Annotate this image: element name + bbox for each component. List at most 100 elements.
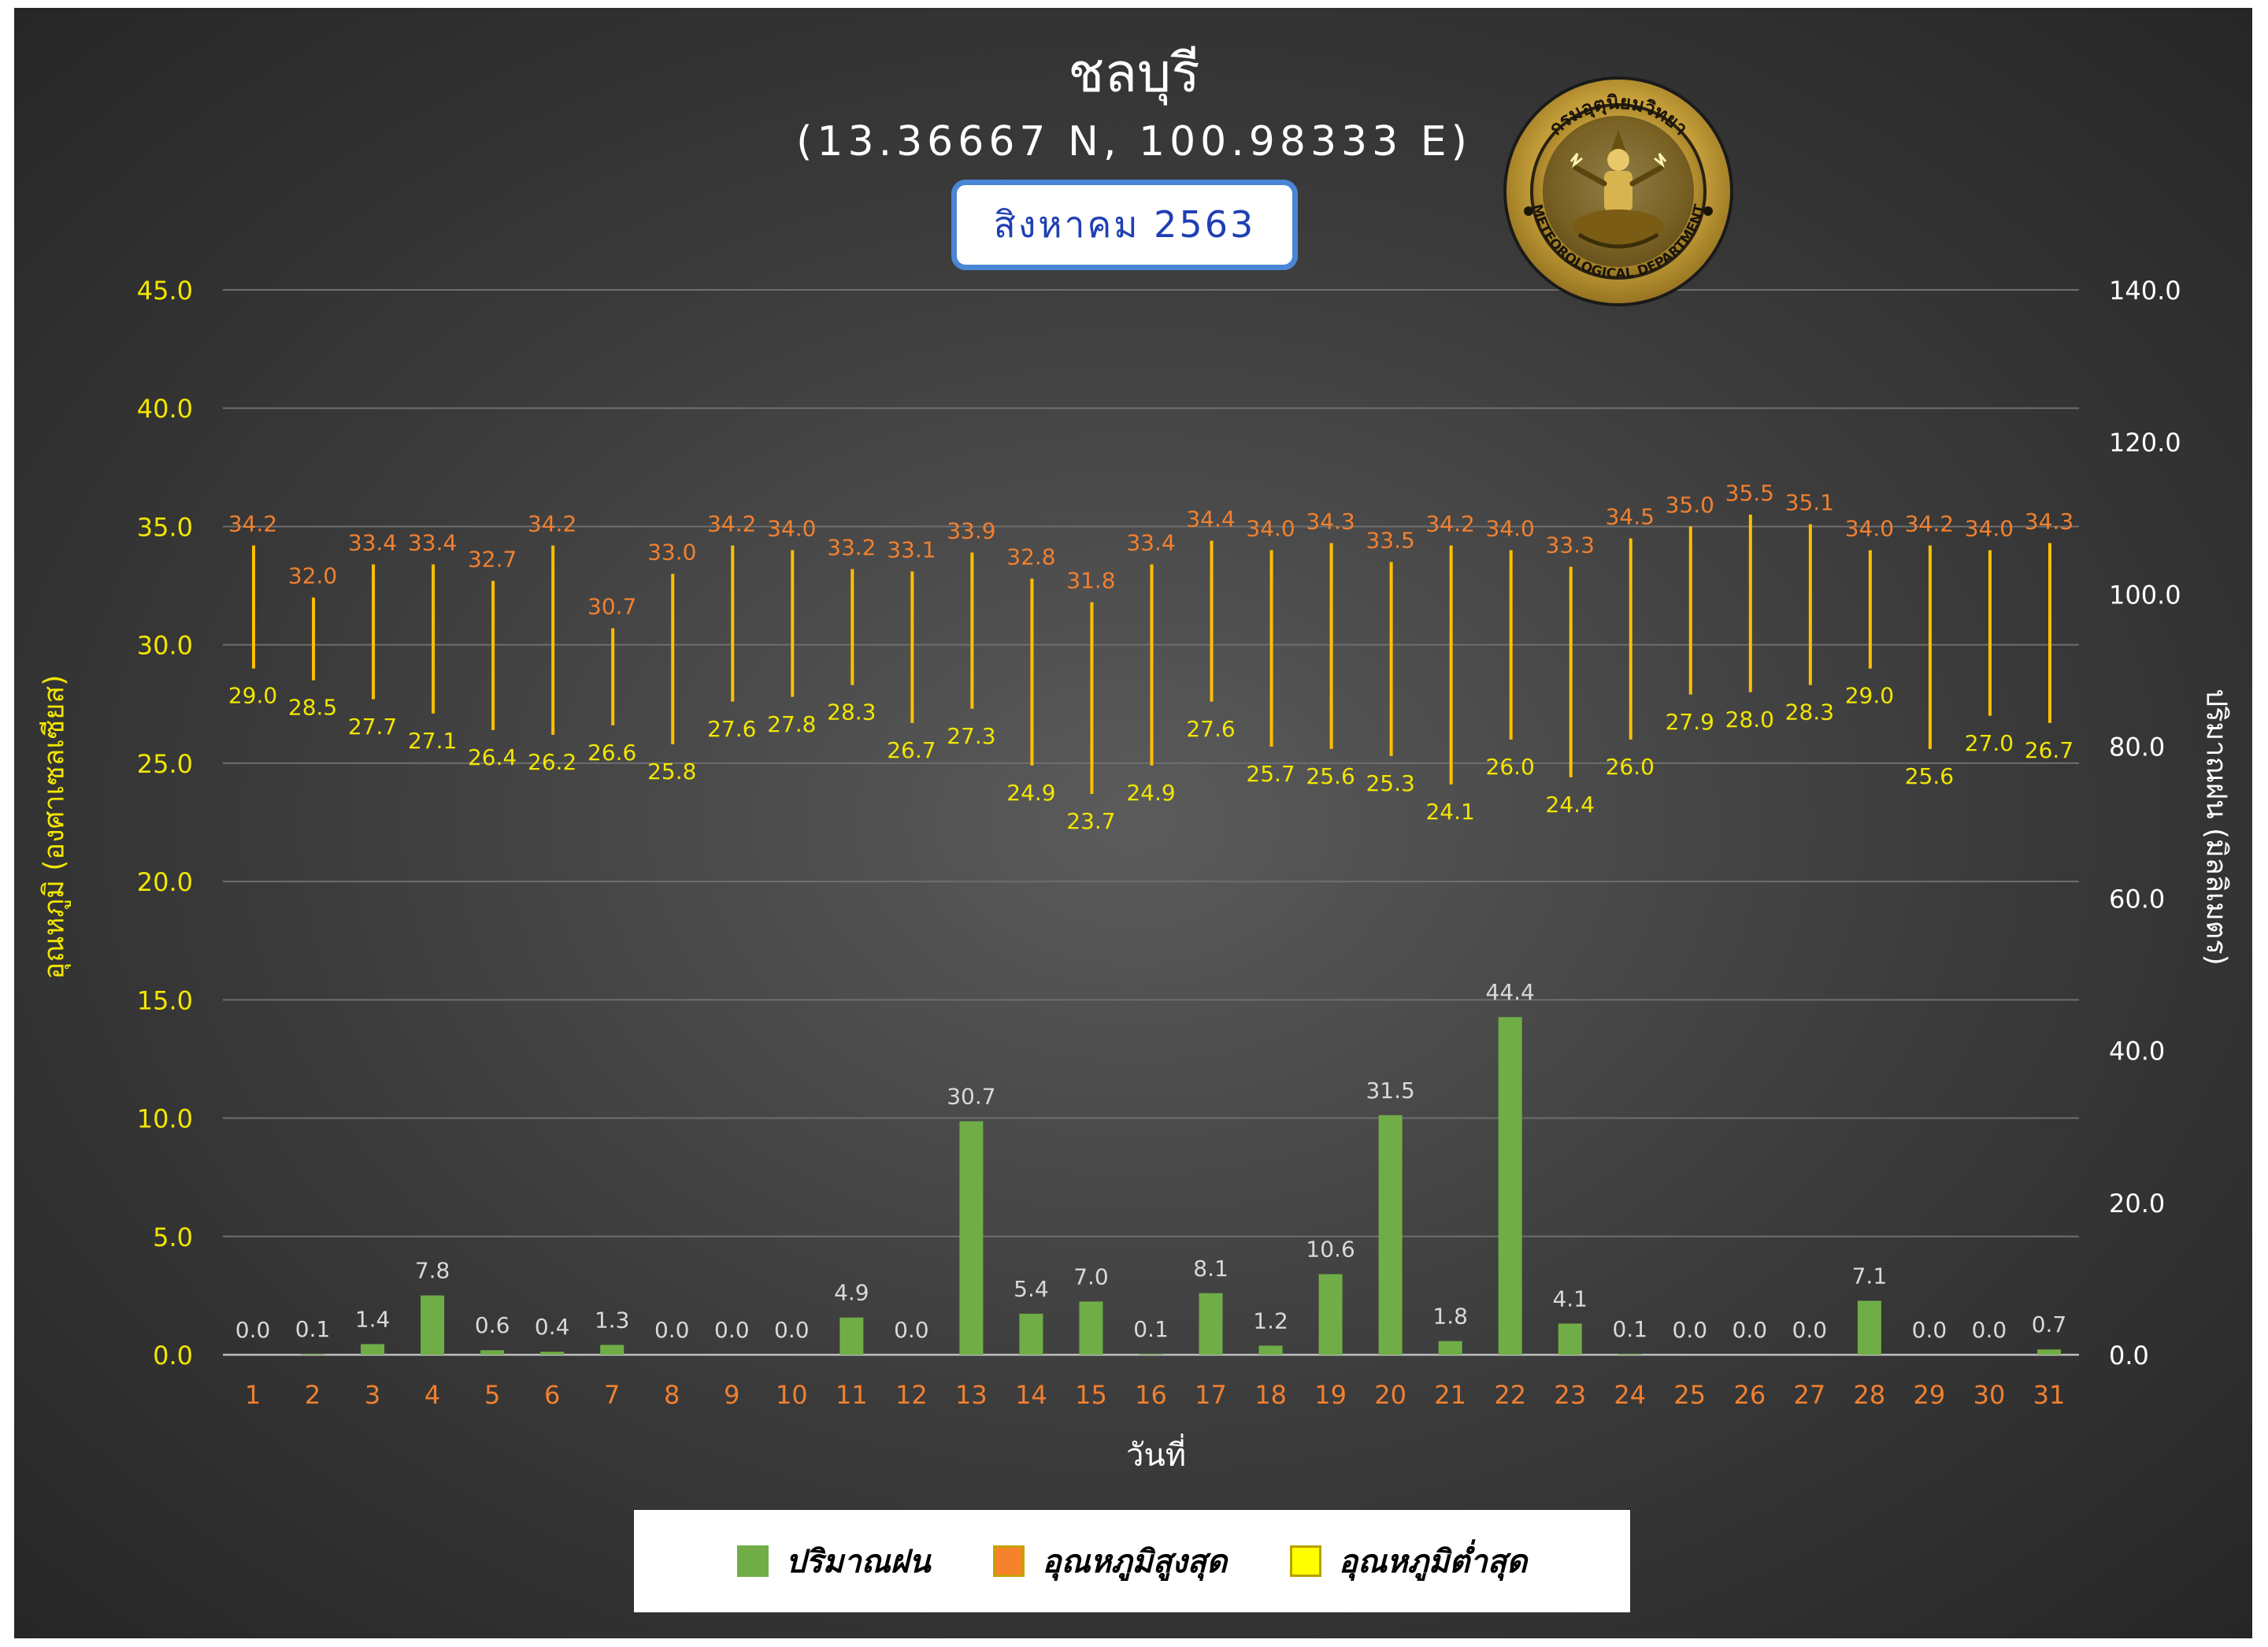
rain-value-label: 0.7: [2032, 1311, 2067, 1337]
y-left-tick-label: 45.0: [137, 276, 193, 306]
x-tick-label: 16: [1135, 1380, 1167, 1410]
rain-value-label: 0.0: [1792, 1317, 1828, 1343]
rain-bar: [540, 1352, 565, 1355]
legend-swatch-rain: [736, 1545, 769, 1577]
rain-value-label: 0.6: [475, 1312, 510, 1338]
tmin-value-label: 24.1: [1425, 799, 1474, 825]
x-tick-label: 27: [1793, 1380, 1825, 1410]
y-left-tick-label: 25.0: [137, 749, 193, 779]
rain-value-label: 0.0: [1673, 1317, 1708, 1343]
tmin-value-label: 26.4: [468, 744, 517, 770]
tmax-value-label: 33.4: [1126, 530, 1175, 556]
rain-value-label: 7.8: [415, 1258, 450, 1284]
tmin-value-label: 27.1: [408, 728, 457, 754]
tmax-value-label: 33.9: [947, 517, 995, 543]
tmin-value-label: 25.6: [1905, 763, 1954, 789]
rain-value-label: 4.1: [1552, 1285, 1588, 1311]
x-tick-label: 31: [2033, 1380, 2066, 1410]
x-tick-label: 21: [1434, 1380, 1466, 1410]
month-badge: สิงหาคม 2563: [951, 180, 1298, 270]
y-left-tick-label: 5.0: [153, 1222, 193, 1252]
x-tick-label: 29: [1914, 1380, 1946, 1410]
legend-item-rain: ปริมาณฝน: [736, 1536, 931, 1586]
x-tick-label: 15: [1075, 1380, 1107, 1410]
rain-value-label: 7.1: [1852, 1263, 1888, 1289]
tmax-value-label: 34.0: [1845, 515, 1894, 541]
rain-bar: [600, 1345, 624, 1355]
y-left-tick-label: 20.0: [137, 867, 193, 897]
x-tick-label: 11: [836, 1380, 868, 1410]
tmin-value-label: 26.0: [1486, 754, 1535, 780]
rain-bar: [1618, 1354, 1642, 1355]
rain-bar: [361, 1344, 385, 1355]
tmin-value-label: 29.0: [1845, 683, 1894, 709]
tmax-value-label: 34.2: [1905, 510, 1954, 536]
y-axis-right-title: ปริมาณฝน (มิลลิเมตร): [2199, 688, 2233, 966]
x-tick-label: 24: [1614, 1380, 1646, 1410]
rain-value-label: 0.4: [535, 1314, 570, 1340]
rain-bar: [1438, 1341, 1462, 1355]
tmin-value-label: 25.3: [1366, 770, 1414, 796]
rain-bar: [480, 1350, 505, 1355]
tmin-value-label: 27.7: [348, 714, 397, 740]
y-right-tick-label: 100.0: [2109, 580, 2181, 610]
x-tick-label: 30: [1973, 1380, 2006, 1410]
tmin-value-label: 28.3: [827, 699, 876, 725]
tmin-value-label: 26.7: [2025, 737, 2073, 763]
x-tick-label: 25: [1673, 1380, 1706, 1410]
rain-value-label: 1.8: [1432, 1304, 1468, 1330]
legend-label-tmin: อุณหภูมิต่ำสุด: [1339, 1543, 1528, 1580]
x-tick-label: 23: [1554, 1380, 1586, 1410]
rain-value-label: 30.7: [947, 1084, 995, 1110]
rain-value-label: 0.0: [1972, 1317, 2007, 1343]
tmin-value-label: 25.8: [647, 759, 696, 785]
tmax-value-label: 34.0: [767, 515, 816, 541]
x-tick-label: 28: [1854, 1380, 1886, 1410]
tmin-value-label: 27.6: [707, 716, 756, 742]
legend-label-rain: ปริมาณฝน: [785, 1543, 931, 1580]
axis-ticks: 0.05.010.015.020.025.030.035.040.045.00.…: [137, 276, 2181, 1410]
y-left-tick-label: 30.0: [137, 631, 193, 661]
rain-bar: [421, 1295, 445, 1355]
rain-value-label: 10.6: [1306, 1237, 1354, 1263]
rain-bar: [1139, 1354, 1163, 1355]
tmax-value-label: 34.0: [1486, 515, 1535, 541]
rain-value-label: 0.0: [1732, 1317, 1768, 1343]
rain-value-label: 0.1: [1133, 1316, 1169, 1342]
rain-value-label: 8.1: [1193, 1256, 1228, 1282]
rain-bar: [959, 1121, 984, 1355]
tmax-value-label: 33.0: [647, 540, 696, 566]
tmax-value-label: 33.4: [408, 530, 457, 556]
x-tick-label: 4: [424, 1380, 440, 1410]
y-right-tick-label: 60.0: [2109, 885, 2165, 914]
chart-legend: ปริมาณฝน อุณหภูมิสูงสุด อุณหภูมิต่ำสุด: [634, 1510, 1630, 1612]
tmax-value-label: 34.2: [528, 510, 576, 536]
data-labels: 0.0 0.1 1.4 7.8 0.6 0.4 1.3 0.0 0.0 0.0 4.9 0.0 30.7…: [228, 480, 2073, 1343]
chart-background: [14, 8, 2252, 1638]
tmin-value-label: 24.9: [1006, 780, 1055, 806]
rain-bar: [839, 1317, 864, 1355]
tmax-value-label: 30.7: [587, 594, 636, 620]
tmin-value-label: 27.3: [947, 723, 995, 749]
tmin-value-label: 26.7: [887, 737, 936, 763]
tmin-value-label: 24.4: [1546, 792, 1595, 818]
chart-title: ชลบุรี: [1068, 43, 1200, 105]
legend-swatch-tmax: [993, 1545, 1025, 1577]
tmin-value-label: 29.0: [228, 683, 277, 709]
tmin-value-label: 24.9: [1126, 780, 1175, 806]
tmax-value-label: 32.7: [468, 547, 517, 573]
y-left-tick-label: 40.0: [137, 394, 193, 424]
tmax-value-label: 35.0: [1666, 492, 1714, 517]
rain-value-label: 1.4: [355, 1306, 391, 1332]
temperature-ranges: [252, 514, 2051, 794]
month-label: สิงหาคม 2563: [993, 203, 1256, 246]
rain-bar: [1318, 1274, 1343, 1355]
tmd-seal-logo: กรมอุตุนิยมวิทยา METEOROLOGICAL DEPARTME…: [1503, 76, 1733, 306]
rain-value-label: 0.0: [654, 1317, 690, 1343]
y-axis-left-title: อุณหภูมิ (องศาเซลเซียส): [38, 674, 71, 980]
y-right-tick-label: 20.0: [2109, 1189, 2165, 1219]
rain-bar: [1378, 1115, 1403, 1355]
rain-value-label: 5.4: [1014, 1276, 1049, 1302]
rain-value-label: 0.1: [1612, 1316, 1647, 1342]
